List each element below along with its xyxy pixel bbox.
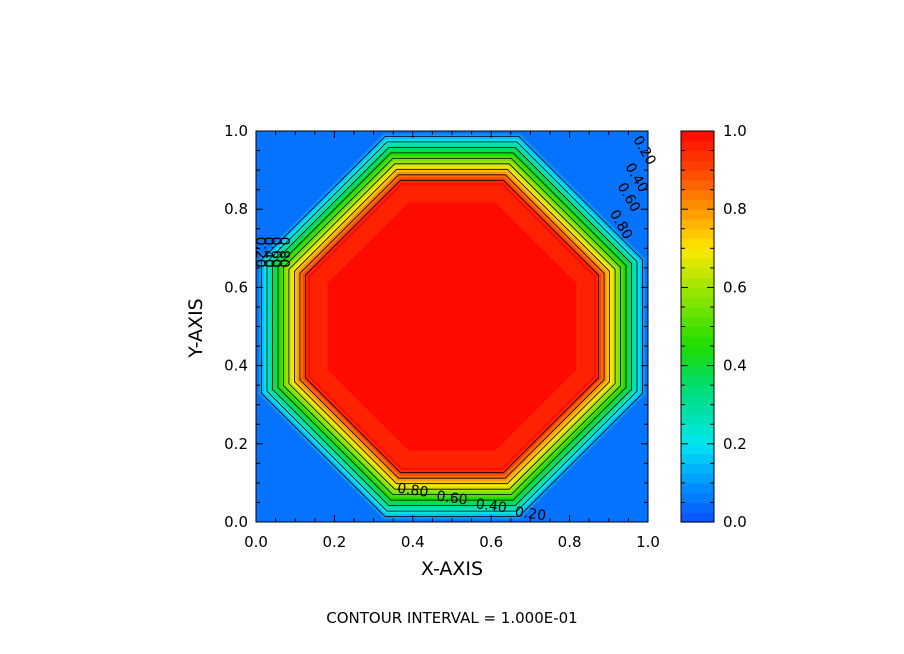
contour-band-plateau-core bbox=[327, 202, 577, 451]
colorbar bbox=[681, 131, 714, 523]
x-axis-tick-labels: 0.0 0.2 0.4 0.6 0.8 1.0 bbox=[244, 533, 660, 551]
contour-plot-area bbox=[256, 131, 648, 522]
contour-line bbox=[299, 174, 605, 479]
colorbar-segment bbox=[681, 170, 714, 181]
plot-axis-ticks bbox=[255, 130, 649, 523]
colorbar-segment bbox=[681, 482, 714, 494]
contour-label: 0.60 bbox=[268, 237, 284, 268]
colorbar-segment bbox=[681, 385, 714, 396]
colorbar-segment bbox=[681, 463, 714, 474]
colorbar-segment bbox=[681, 434, 714, 445]
colorbar-segment bbox=[681, 502, 714, 513]
colorbar-segment bbox=[681, 326, 714, 337]
colorbar-segment bbox=[681, 218, 714, 230]
y-tick-label: 0.6 bbox=[224, 278, 248, 296]
colorbar-segment bbox=[681, 365, 714, 376]
colorbar-segment bbox=[681, 443, 714, 455]
colorbar-segment bbox=[681, 375, 714, 386]
colorbar-segment bbox=[681, 179, 714, 191]
colorbar-segment bbox=[681, 424, 714, 435]
colorbar-ticks bbox=[681, 130, 714, 523]
x-tick-label: 1.0 bbox=[636, 533, 660, 551]
contour-line bbox=[272, 146, 632, 507]
colorbar-tick-label: 0.0 bbox=[723, 513, 747, 531]
colorbar-segment bbox=[681, 492, 714, 504]
colorbar-segment bbox=[681, 287, 714, 298]
colorbar-segment bbox=[681, 131, 714, 142]
colorbar-segment bbox=[681, 404, 714, 416]
colorbar-segment bbox=[681, 306, 714, 318]
colorbar-segment bbox=[681, 336, 714, 347]
contour-label: 0.80 bbox=[396, 481, 429, 501]
colorbar-tick-labels: 0.0 0.2 0.4 0.6 0.8 1.0 bbox=[723, 122, 747, 531]
contour-line bbox=[266, 141, 638, 512]
x-tick-label: 0.0 bbox=[244, 533, 268, 551]
colorbar-segment bbox=[681, 150, 714, 161]
contour-label: 0.60 bbox=[435, 488, 468, 508]
x-tick-label: 0.6 bbox=[479, 533, 503, 551]
contour-label: 0.80 bbox=[275, 237, 291, 268]
y-tick-label: 0.2 bbox=[224, 435, 248, 453]
contour-line bbox=[304, 179, 599, 474]
colorbar-segment bbox=[681, 453, 714, 464]
contour-line bbox=[277, 152, 627, 501]
contour-label: 0.40 bbox=[260, 237, 276, 268]
colorbar-segment bbox=[681, 414, 714, 425]
y-axis-title: Y-AXIS bbox=[185, 298, 207, 358]
colorbar-segment bbox=[681, 160, 714, 171]
colorbar-segment bbox=[681, 512, 714, 523]
x-axis-title: X-AXIS bbox=[421, 558, 483, 580]
colorbar-segment bbox=[681, 473, 714, 484]
colorbar-segment bbox=[681, 140, 714, 152]
contour-line bbox=[261, 136, 643, 517]
colorbar-segment bbox=[681, 355, 714, 367]
colorbar-tick-label: 0.2 bbox=[723, 435, 747, 453]
colorbar-segment bbox=[681, 209, 714, 220]
contour-line bbox=[288, 163, 616, 490]
x-tick-label: 0.2 bbox=[322, 533, 346, 551]
colorbar-tick-label: 1.0 bbox=[723, 122, 747, 140]
colorbar-segment bbox=[681, 297, 714, 308]
colorbar-segment bbox=[681, 277, 714, 288]
colorbar-tick-label: 0.4 bbox=[723, 357, 747, 375]
y-tick-label: 0.4 bbox=[224, 357, 248, 375]
contour-line bbox=[282, 157, 621, 496]
colorbar-segment bbox=[681, 316, 714, 328]
y-axis-tick-labels: 0.0 0.2 0.4 0.6 0.8 1.0 bbox=[224, 122, 248, 531]
colorbar-segment bbox=[681, 258, 714, 269]
y-tick-label: 1.0 bbox=[224, 122, 248, 140]
colorbar-segment bbox=[681, 189, 714, 201]
colorbar-segment bbox=[681, 248, 714, 259]
colorbar-segment bbox=[681, 238, 714, 249]
colorbar-segment bbox=[681, 394, 714, 406]
y-tick-label: 0.8 bbox=[224, 200, 248, 218]
contour-interval-note: CONTOUR INTERVAL = 1.000E-01 bbox=[326, 609, 577, 627]
y-tick-label: 0.0 bbox=[224, 513, 248, 531]
contour-line bbox=[293, 168, 610, 485]
contour-lines bbox=[261, 136, 643, 517]
colorbar-segment bbox=[681, 267, 714, 279]
contour-label: 0.20 bbox=[514, 504, 547, 524]
colorbar-segment bbox=[681, 199, 714, 210]
contour-label: 0.40 bbox=[475, 496, 508, 516]
colorbar-tick-label: 0.6 bbox=[723, 278, 747, 296]
colorbar-tick-label: 0.8 bbox=[723, 200, 747, 218]
x-tick-label: 0.8 bbox=[558, 533, 582, 551]
x-tick-label: 0.4 bbox=[401, 533, 425, 551]
colorbar-segment bbox=[681, 228, 714, 240]
colorbar-segment bbox=[681, 346, 714, 357]
